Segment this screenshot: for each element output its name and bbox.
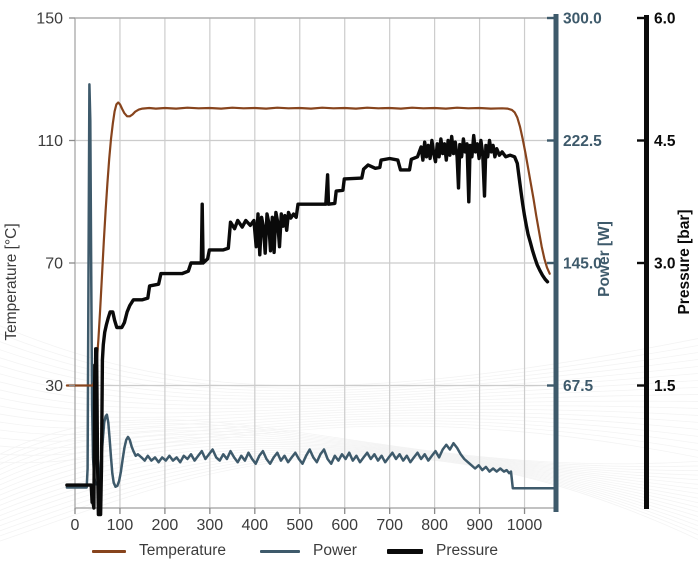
x-axis: 0 100 200 300 400 500 600 700 800 900 1000: [71, 508, 543, 534]
x-tick-label: 600: [331, 517, 358, 534]
pressure-legend-label: Pressure: [436, 542, 499, 559]
pressure-axis-label: Pressure [bar]: [676, 209, 693, 314]
pressure-legend-line: [387, 548, 423, 554]
pressure-axis: 6.0 4.5 3.0 1.5 Pressure [bar]: [637, 11, 693, 509]
pressure-axis-spine: [644, 15, 649, 509]
power-tick-label: 67.5: [563, 378, 594, 395]
x-tick-label: 400: [241, 517, 268, 534]
power-series-line: [65, 83, 557, 490]
x-tick-label: 500: [286, 517, 313, 534]
temperature-tick-label: 150: [36, 11, 63, 28]
x-tick-label: 800: [421, 517, 448, 534]
temperature-tick-label: 70: [45, 256, 63, 273]
power-legend-label: Power: [313, 542, 357, 559]
x-tick-label: 1000: [507, 517, 543, 534]
x-tick-label: 700: [376, 517, 403, 534]
temperature-legend-line: [92, 549, 126, 553]
pressure-tick-label: 6.0: [654, 11, 676, 28]
power-tick-label: 222.5: [563, 133, 602, 150]
power-axis: 300.0 222.5 145.0 67.5 Power [W]: [547, 11, 613, 512]
legend-item-power: Power: [260, 541, 357, 561]
legend-item-pressure: Pressure: [387, 541, 498, 561]
pressure-tick-label: 1.5: [654, 378, 676, 395]
temperature-legend-label: Temperature: [139, 542, 227, 559]
power-axis-spine: [553, 14, 559, 512]
x-tick-label: 0: [71, 517, 80, 534]
legend-item-temperature: Temperature: [92, 541, 226, 561]
temperature-tick-label: 110: [37, 133, 63, 150]
temperature-axis: 150 110 70 30 Temperature [°C]: [3, 11, 75, 395]
power-tick-label: 145.0: [563, 256, 602, 273]
temperature-series-line: [65, 101, 551, 387]
x-tick-label: 900: [466, 517, 493, 534]
x-tick-label: 200: [152, 517, 179, 534]
pressure-tick-label: 3.0: [654, 256, 676, 273]
power-tick-label: 300.0: [563, 11, 602, 28]
background-watermark-pattern: [0, 325, 698, 542]
power-axis-label: Power [W]: [596, 221, 613, 297]
x-tick-label: 300: [197, 517, 224, 534]
pressure-series-line: [65, 133, 550, 517]
pressure-tick-label: 4.5: [654, 133, 676, 150]
temperature-axis-label: Temperature [°C]: [3, 223, 20, 340]
power-legend-line: [260, 549, 300, 553]
x-tick-label: 100: [107, 517, 134, 534]
chart-legend: Temperature Power Pressure: [0, 541, 698, 563]
temperature-tick-label: 30: [45, 378, 63, 395]
